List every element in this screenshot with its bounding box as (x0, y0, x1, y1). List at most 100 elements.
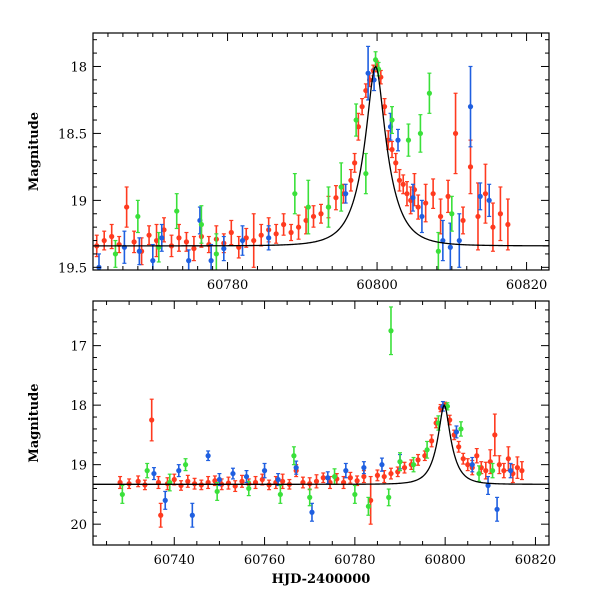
x-tick-label: 60760 (244, 553, 285, 568)
data-point (483, 164, 488, 223)
data-point (233, 481, 238, 492)
y-axis-label: Magnitude (27, 383, 42, 462)
data-point (363, 154, 368, 194)
data-point (326, 187, 331, 227)
data-point (300, 477, 305, 488)
data-point (492, 414, 497, 456)
data-point (117, 237, 122, 253)
y-tick-label: 18 (70, 399, 87, 414)
data-point (427, 73, 432, 113)
plot-area (93, 307, 549, 527)
data-point (348, 472, 353, 483)
data-point (379, 458, 384, 471)
data-point (158, 503, 163, 527)
data-point (156, 477, 161, 489)
data-point (150, 245, 155, 277)
data-point (458, 422, 463, 436)
data-point (178, 481, 183, 491)
y-tick-label: 17 (70, 340, 87, 355)
data-point (386, 489, 391, 506)
data-point (184, 233, 189, 252)
data-point (501, 463, 506, 477)
data-point (418, 115, 423, 152)
data-point (122, 231, 127, 263)
data-point (388, 468, 393, 479)
y-tick-label: 19 (70, 194, 87, 209)
bottom-panel: 60740 60760 60780 60800 60820 17 18 19 20 Magnitu… (27, 301, 556, 587)
y-tick-label: 19 (70, 459, 87, 474)
data-point (296, 215, 301, 239)
y-tick-label: 20 (70, 518, 87, 533)
data-point (311, 206, 316, 227)
data-point (431, 179, 436, 208)
data-point (333, 186, 338, 210)
y-tick-label: 18.5 (58, 127, 87, 142)
data-point (132, 231, 137, 252)
data-point (151, 468, 156, 480)
data-point (453, 93, 458, 173)
data-point (191, 237, 196, 261)
x-tick-label: 60820 (515, 553, 556, 568)
x-tick-label: 60780 (334, 553, 375, 568)
data-point (206, 477, 211, 489)
data-point (474, 449, 479, 463)
data-point (186, 250, 191, 271)
data-point (149, 399, 154, 441)
data-point (288, 224, 293, 240)
data-point (244, 228, 249, 247)
data-point (102, 231, 107, 250)
data-point (519, 462, 524, 480)
y-axis-label: Magnitude (27, 112, 42, 191)
data-point (145, 463, 150, 477)
data-point (239, 475, 244, 487)
data-point (176, 465, 181, 477)
data-point (146, 226, 151, 245)
data-point (135, 200, 140, 232)
data-point (361, 462, 366, 474)
x-tick-label: 60780 (207, 278, 248, 293)
data-point (352, 485, 357, 503)
data-point (461, 453, 466, 464)
x-tick-label: 60740 (154, 553, 195, 568)
x-axis-label: HJD-2400000 (272, 572, 371, 587)
data-point (321, 473, 326, 483)
data-point (498, 187, 503, 241)
data-point (388, 307, 393, 355)
data-point (487, 184, 492, 216)
data-point (468, 66, 473, 146)
data-point (259, 224, 264, 245)
data-point (281, 214, 286, 235)
data-point (460, 207, 465, 234)
data-point (515, 457, 520, 478)
data-point (382, 471, 387, 483)
plot-area (93, 46, 549, 280)
data-point (419, 200, 424, 232)
series-1 (151, 402, 513, 528)
data-point (229, 220, 234, 244)
top-panel: 60780 60800 60820 18 18.5 19 19.5 Magnitude (27, 33, 549, 293)
data-point (174, 194, 179, 229)
data-point (230, 468, 235, 479)
data-point (415, 455, 420, 466)
data-point (163, 491, 168, 509)
series-0 (94, 61, 510, 267)
data-point (274, 224, 279, 243)
x-tick-label: 60800 (424, 553, 465, 568)
data-point (406, 124, 411, 156)
data-point (505, 199, 510, 250)
data-point (456, 441, 461, 452)
data-point (124, 187, 129, 227)
series-0 (117, 399, 524, 527)
x-tick-label: 60800 (356, 278, 397, 293)
data-point (389, 141, 394, 157)
data-point (183, 459, 188, 471)
data-point (339, 163, 344, 211)
data-point (206, 451, 211, 461)
data-point (185, 475, 190, 487)
x-tick-label: 60820 (506, 278, 547, 293)
data-point (468, 140, 473, 194)
data-point (292, 174, 297, 214)
data-point (494, 497, 499, 521)
data-point (436, 233, 441, 270)
data-point (490, 203, 495, 251)
